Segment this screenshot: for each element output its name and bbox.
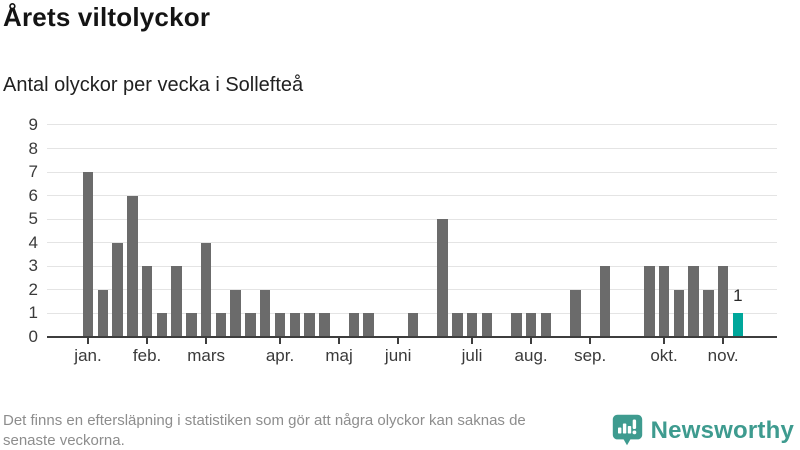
bar — [348, 313, 360, 337]
bar — [437, 219, 448, 337]
bar — [673, 289, 685, 337]
gridline — [47, 289, 777, 291]
bar — [215, 313, 227, 337]
bar — [82, 172, 94, 337]
month-tick — [722, 338, 725, 344]
month-label: juli — [461, 346, 483, 365]
bar — [319, 313, 330, 337]
chart-subtitle: Antal olyckor per vecka i Sollefteå — [3, 74, 304, 96]
bar — [274, 313, 286, 337]
bar — [717, 266, 729, 337]
y-axis-label: 8 — [28, 138, 38, 158]
bar — [127, 195, 138, 337]
y-axis-label: 7 — [28, 162, 38, 182]
month-label: maj — [325, 346, 353, 365]
bar — [511, 313, 522, 337]
x-axis-line — [47, 336, 777, 338]
bar — [97, 289, 109, 337]
bar — [599, 266, 611, 337]
month-label: mars — [187, 346, 226, 365]
footnote-line1: Det finns en eftersläpning i statistiken… — [3, 412, 526, 429]
month-label: feb. — [132, 346, 162, 365]
bar — [688, 266, 699, 337]
gridline — [47, 124, 777, 126]
month-label: nov. — [707, 346, 739, 365]
month-label: sep. — [574, 346, 607, 365]
month-tick — [205, 338, 208, 344]
chart-title: Årets viltolyckor — [3, 2, 211, 32]
gridline — [47, 265, 777, 267]
month-label: jan. — [74, 346, 102, 365]
bar — [156, 313, 168, 337]
newsworthy-logo-icon — [612, 414, 642, 446]
month-label: okt. — [650, 346, 678, 365]
bar — [289, 313, 301, 337]
bar — [171, 266, 182, 337]
bar — [703, 289, 714, 337]
month-tick — [338, 338, 341, 344]
y-axis-label: 9 — [28, 114, 38, 134]
gridline — [47, 242, 777, 244]
bar — [141, 266, 153, 337]
month-tick — [589, 338, 592, 344]
month-tick — [663, 338, 666, 344]
month-label: juni — [384, 346, 412, 365]
y-axis-label: 1 — [28, 303, 38, 323]
newsworthy-logo[interactable]: Newsworthy — [612, 414, 794, 447]
bar — [658, 266, 670, 337]
bar — [112, 242, 123, 337]
month-tick — [530, 338, 533, 344]
newsworthy-logo-text: Newsworthy — [650, 417, 794, 444]
gridline — [47, 195, 777, 197]
footnote: Det finns en eftersläpning i statistiken… — [3, 411, 526, 450]
month-tick — [146, 338, 149, 344]
bar — [407, 313, 419, 337]
bar-highlighted — [732, 313, 744, 337]
y-axis-label: 3 — [28, 256, 38, 276]
bar — [186, 313, 197, 337]
month-label: apr. — [265, 346, 295, 365]
y-axis-label: 0 — [28, 327, 38, 346]
bar — [525, 313, 537, 337]
month-tick — [279, 338, 281, 344]
bar — [570, 289, 581, 337]
bar — [452, 313, 463, 337]
bar — [200, 242, 212, 337]
month-label: aug. — [514, 346, 548, 365]
month-tick — [471, 338, 474, 344]
gridline — [47, 218, 777, 220]
y-axis-label: 2 — [28, 279, 38, 299]
last-value-label: 1 — [733, 286, 743, 306]
footnote-line2: senaste veckorna. — [3, 431, 125, 449]
y-axis-label: 5 — [28, 209, 38, 229]
y-axis-label: 4 — [28, 232, 38, 252]
y-axis-label: 6 — [28, 185, 38, 205]
bar — [540, 313, 552, 337]
month-tick — [87, 338, 89, 344]
month-tick — [397, 338, 400, 344]
bar — [466, 313, 478, 337]
bar — [230, 289, 241, 337]
bar — [363, 313, 374, 337]
bar — [481, 313, 493, 337]
gridline — [47, 148, 777, 150]
gridline — [47, 171, 777, 173]
bar — [245, 313, 256, 337]
bar — [304, 313, 315, 337]
bar — [644, 266, 655, 337]
bar — [259, 289, 271, 337]
